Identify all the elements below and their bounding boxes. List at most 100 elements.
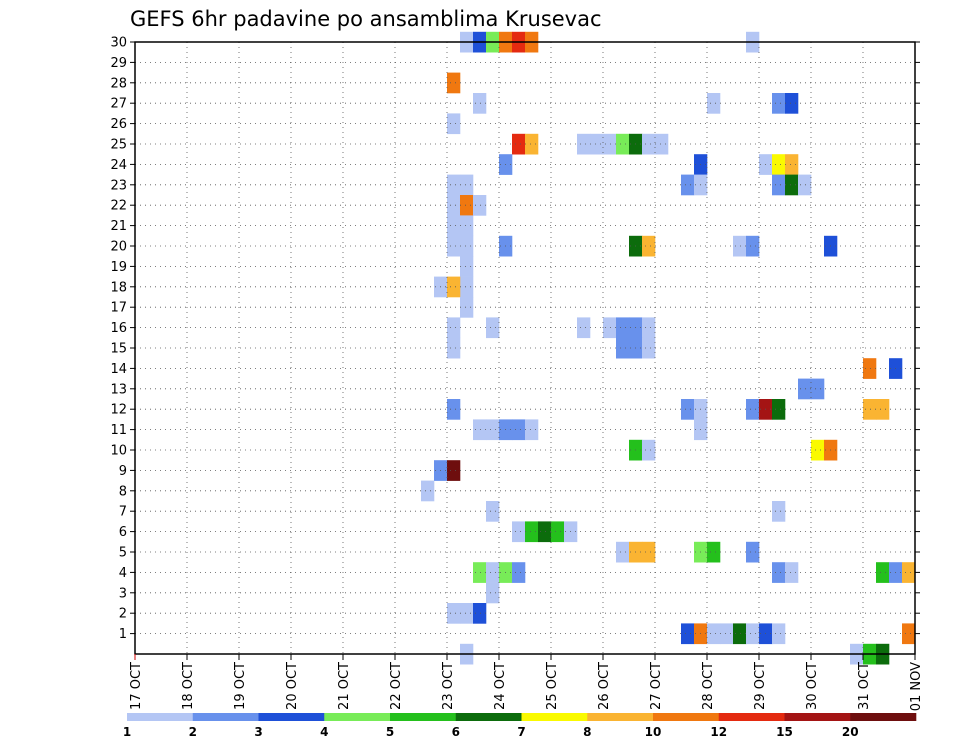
chart-title: GEFS 6hr padavine po ansamblima Krusevac — [130, 7, 602, 31]
colorbar-label: 3 — [254, 725, 262, 739]
y-tick-label: 22 — [110, 199, 127, 214]
heatmap-cell — [707, 93, 721, 114]
colorbar: 1 2 3 4 5 6 7 8 10 12 15 20 — [123, 713, 917, 739]
colorbar-segment — [718, 713, 785, 721]
heatmap-cell — [707, 541, 721, 563]
heatmap-cell — [512, 133, 526, 155]
heatmap-cell — [447, 174, 461, 196]
heatmap-cell — [473, 419, 487, 441]
heatmap-cell — [707, 623, 721, 645]
heatmap-cell — [590, 133, 604, 155]
y-axis-ticks: 1234567891011121314151617181920212223242… — [110, 36, 920, 642]
y-tick-label: 25 — [110, 138, 127, 153]
x-tick-label: 18 OCT — [181, 662, 196, 710]
colorbar-segment — [587, 713, 654, 721]
heatmap-cell — [642, 235, 656, 257]
heatmap-cell — [902, 562, 916, 583]
y-tick-label: 24 — [110, 158, 127, 173]
heatmap-cell — [447, 399, 461, 420]
colorbar-label: 5 — [386, 725, 394, 739]
heatmap-cell — [447, 603, 461, 624]
colorbar-segment — [455, 713, 522, 721]
heatmap-cell — [460, 256, 474, 277]
heatmap-cell — [733, 623, 747, 645]
heatmap-cell — [811, 439, 825, 461]
heatmap-cell — [733, 235, 747, 257]
heatmap-cell — [772, 154, 786, 175]
heatmap-cell — [512, 562, 526, 583]
x-tick-label: 25 OCT — [545, 662, 560, 710]
y-tick-label: 29 — [110, 56, 127, 71]
y-tick-label: 10 — [110, 444, 127, 459]
heatmap-cell — [460, 215, 474, 237]
heatmap-cell — [616, 133, 630, 155]
y-tick-label: 9 — [119, 464, 127, 479]
heatmap-cell — [525, 521, 539, 543]
y-tick-label: 3 — [119, 586, 127, 601]
x-tick-label: 27 OCT — [649, 662, 664, 710]
colorbar-segment — [324, 713, 391, 721]
heatmap-cell — [473, 603, 487, 624]
y-tick-label: 16 — [110, 321, 127, 336]
heatmap-cell — [525, 419, 539, 441]
colorbar-segment — [127, 713, 194, 721]
y-tick-label: 5 — [119, 546, 127, 561]
heatmap-cell — [681, 174, 695, 196]
y-tick-label: 8 — [119, 484, 127, 499]
y-tick-label: 17 — [110, 301, 127, 316]
heatmap-cell — [421, 480, 435, 502]
y-tick-label: 1 — [119, 627, 127, 642]
heatmap-cell — [785, 562, 799, 583]
heatmap-cell — [447, 72, 461, 94]
heatmap-cell — [486, 317, 500, 339]
heatmap-cell — [447, 113, 461, 135]
y-tick-label: 14 — [110, 362, 127, 377]
heatmap-cell — [681, 623, 695, 645]
y-tick-label: 6 — [119, 525, 127, 540]
y-tick-label: 26 — [110, 117, 127, 132]
heatmap-cell — [486, 582, 500, 604]
x-tick-label: 23 OCT — [441, 662, 456, 710]
x-axis-ticks: 17 OCT 18 OCT 19 OCT 20 OCT 21 OCT 22 OCT 23 O… — [129, 654, 924, 711]
heatmap-cell — [681, 399, 695, 420]
y-tick-label: 4 — [119, 566, 127, 581]
heatmap-cell — [460, 276, 474, 298]
y-tick-label: 20 — [110, 240, 127, 255]
y-tick-label: 15 — [110, 342, 127, 357]
colorbar-segment — [390, 713, 457, 721]
heatmap-cell — [655, 133, 669, 155]
heatmap-cell — [772, 174, 786, 196]
heatmap-cell — [616, 317, 630, 339]
y-tick-label: 28 — [110, 76, 127, 91]
heatmap-cell — [785, 93, 799, 114]
heatmap-cell — [863, 399, 877, 420]
heatmap-cell — [460, 603, 474, 624]
heatmap-cell — [772, 562, 786, 583]
gridlines — [135, 42, 915, 654]
x-tick-label: 28 OCT — [701, 662, 716, 710]
colorbar-segment — [653, 713, 720, 721]
colorbar-label: 7 — [517, 725, 525, 739]
heatmap-cell — [863, 358, 877, 379]
heatmap-cell — [616, 337, 630, 359]
y-tick-label: 13 — [110, 382, 127, 397]
heatmap-cell — [538, 521, 552, 543]
heatmap-cell — [772, 501, 786, 522]
y-tick-label: 7 — [119, 505, 127, 520]
heatmap-cell — [512, 419, 526, 441]
heatmap-cell — [473, 195, 487, 216]
heatmap-cell — [473, 93, 487, 114]
heatmap-cell — [460, 174, 474, 196]
heatmap-cell — [460, 195, 474, 216]
heatmap-cell — [447, 235, 461, 257]
heatmap-cell — [746, 235, 760, 257]
heatmap-cell — [642, 317, 656, 339]
colorbar-segment — [258, 713, 325, 721]
heatmap-cell — [447, 337, 461, 359]
heatmap-cell — [577, 133, 591, 155]
heatmap-cells — [421, 31, 916, 665]
heatmap-cell — [525, 133, 539, 155]
colorbar-label: 4 — [320, 725, 328, 739]
heatmap-cell — [798, 174, 812, 196]
y-tick-label: 23 — [110, 178, 127, 193]
